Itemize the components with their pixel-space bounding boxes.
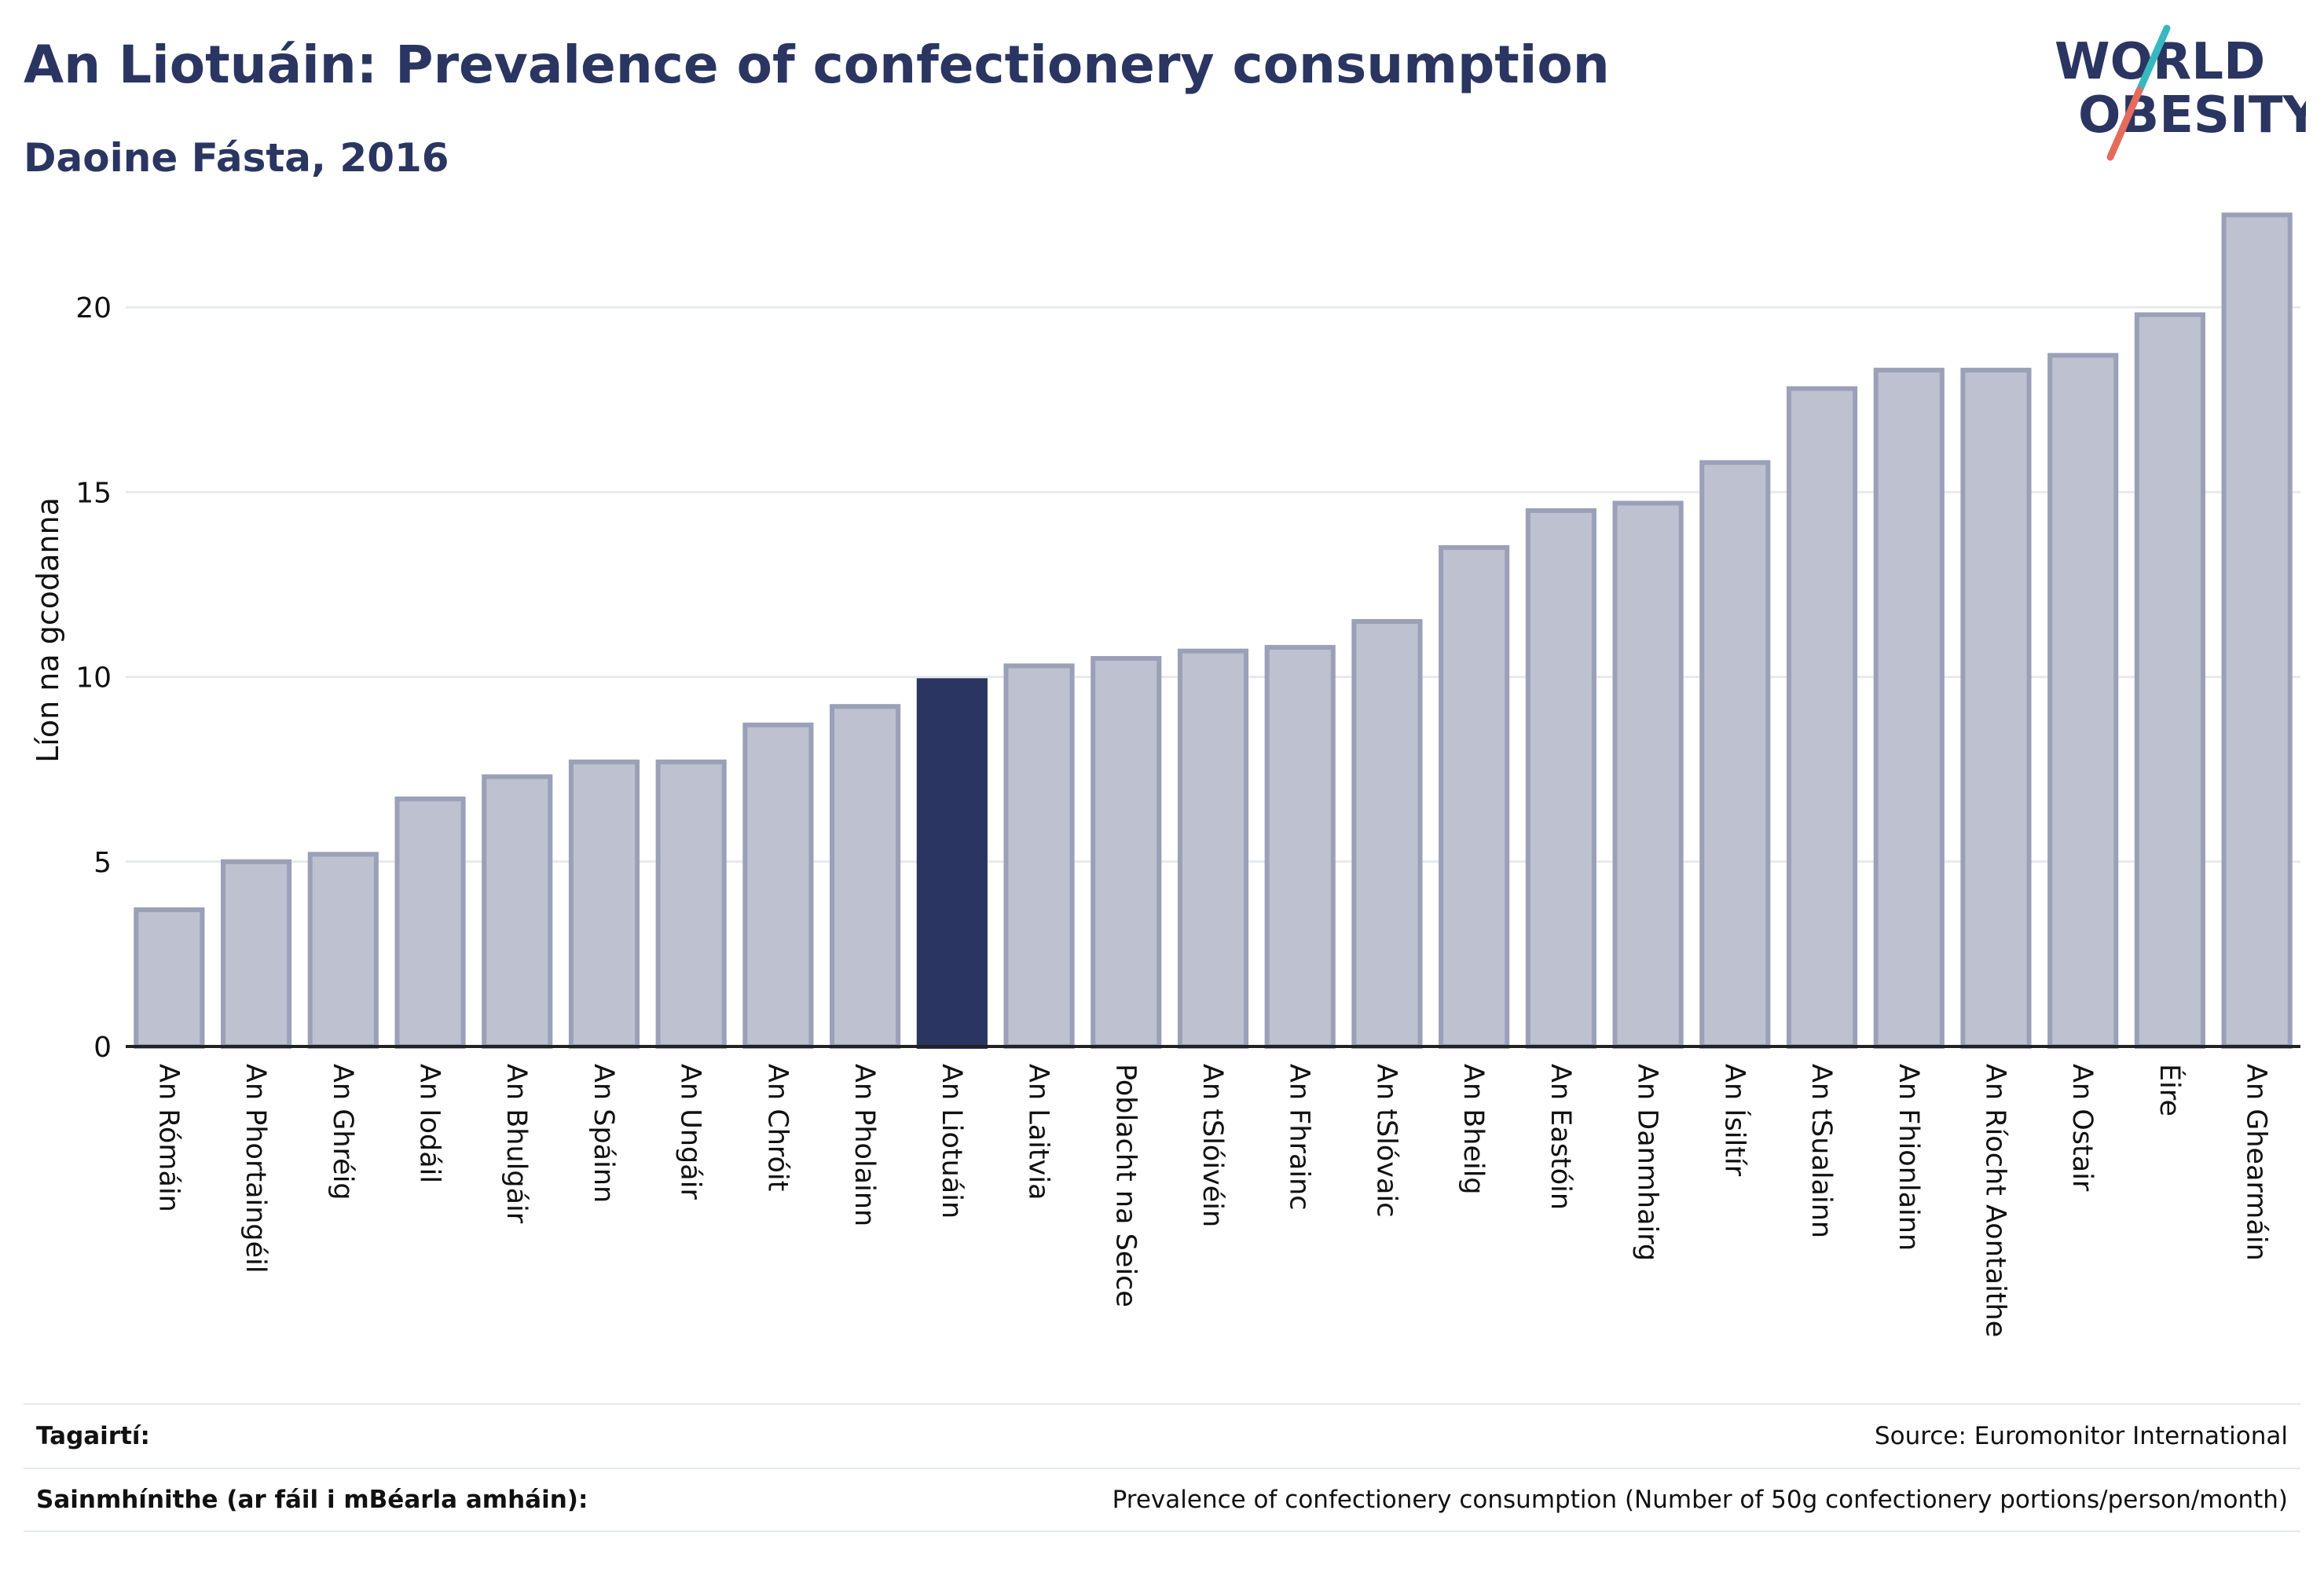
x-tick-label: An Ungáir bbox=[675, 1064, 706, 1200]
chart-subtitle: Daoine Fásta, 2016 bbox=[24, 135, 449, 181]
bar bbox=[1091, 656, 1162, 1049]
bar bbox=[1612, 500, 1684, 1049]
logo-line-obesity: OBESITY bbox=[2078, 86, 2306, 145]
x-tick-label: An Ísiltír bbox=[1718, 1064, 1751, 1177]
x-tick-label: An tSlóvaic bbox=[1370, 1064, 1402, 1217]
definitions-row: Sainmhínithe (ar fáil i mBéarla amháin):… bbox=[24, 1468, 2300, 1532]
x-tick-label: An Phortaingéil bbox=[240, 1064, 271, 1274]
bar bbox=[655, 759, 727, 1049]
y-tick-label: 10 bbox=[75, 662, 112, 695]
x-tick-label: An Iodáil bbox=[414, 1064, 445, 1183]
references-label: Tagairtí: bbox=[36, 1422, 150, 1450]
logo-slash-bottom bbox=[2106, 86, 2143, 161]
x-tick-label: An Eastóin bbox=[1545, 1064, 1576, 1210]
x-tick-label: An tSualainn bbox=[1805, 1064, 1837, 1238]
x-tick-label: An Chróit bbox=[761, 1064, 793, 1191]
bar-highlighted bbox=[916, 678, 988, 1050]
y-axis-title: Líon na gcodanna bbox=[31, 497, 65, 763]
x-tick-label: An Fhrainc bbox=[1284, 1064, 1315, 1211]
bar bbox=[1439, 544, 1510, 1049]
x-tick-label: An tSlóivéin bbox=[1197, 1064, 1228, 1227]
bar-chart: 0 5 10 15 20 An Rómáin An Phortaingéil An Ghré… bbox=[31, 212, 2300, 1337]
x-tick-label: An Spáinn bbox=[588, 1064, 619, 1203]
x-tick-label: An Pholainn bbox=[849, 1064, 880, 1226]
x-tick-label: An Ghréig bbox=[327, 1064, 358, 1200]
y-tick-label: 20 bbox=[75, 292, 112, 324]
bar bbox=[394, 796, 466, 1050]
bar bbox=[742, 722, 814, 1049]
bar bbox=[1786, 386, 1858, 1049]
references-row: Tagairtí: Source: Euromonitor Internatio… bbox=[24, 1403, 2300, 1468]
bar bbox=[568, 759, 640, 1049]
bar bbox=[1264, 644, 1336, 1049]
bar bbox=[482, 774, 553, 1049]
x-tick-label: An Ostair bbox=[2066, 1064, 2098, 1192]
x-tick-label: An Bhulgáir bbox=[500, 1064, 532, 1224]
bar bbox=[221, 859, 292, 1049]
bar bbox=[1525, 508, 1596, 1049]
bar bbox=[1003, 663, 1075, 1049]
definitions-label: Sainmhínithe (ar fáil i mBéarla amháin): bbox=[36, 1486, 588, 1514]
bar bbox=[134, 907, 205, 1049]
bar bbox=[830, 704, 901, 1049]
bar bbox=[1699, 460, 1771, 1049]
x-tick-label: An Laitvia bbox=[1023, 1064, 1054, 1200]
bar bbox=[1351, 619, 1423, 1049]
x-tick-label: An Danmhairg bbox=[1632, 1064, 1663, 1261]
y-tick-label: 15 bbox=[75, 477, 112, 509]
bar bbox=[2047, 353, 2119, 1050]
bar bbox=[2221, 212, 2293, 1049]
x-tick-label: Poblacht na Seice bbox=[1109, 1064, 1141, 1307]
x-tick-label: An Liotuáin bbox=[936, 1064, 967, 1219]
bar bbox=[2134, 312, 2205, 1049]
references-value: Source: Euromonitor International bbox=[1874, 1422, 2288, 1450]
bar bbox=[1873, 368, 1945, 1049]
x-tick-label: Éire bbox=[2154, 1064, 2187, 1116]
y-tick-label: 0 bbox=[93, 1032, 112, 1064]
definitions-value: Prevalence of confectionery consumption … bbox=[1112, 1486, 2288, 1514]
chart-title: An Liotuáin: Prevalence of confectionery… bbox=[24, 35, 1610, 95]
logo-slash-top bbox=[2135, 24, 2171, 94]
bar bbox=[1177, 648, 1249, 1049]
y-tick-labels: 0 5 10 15 20 bbox=[75, 292, 112, 1064]
bar bbox=[1960, 368, 2032, 1049]
x-tick-labels: An Rómáin An Phortaingéil An Ghréig An Iodá… bbox=[152, 1064, 2271, 1337]
x-tick-label: An Rómáin bbox=[152, 1064, 184, 1212]
x-tick-label: An Bheilg bbox=[1457, 1064, 1489, 1195]
x-tick-label: An Ríocht Aontaithe bbox=[1979, 1064, 2011, 1337]
x-tick-label: An Ghearmáin bbox=[2241, 1064, 2272, 1261]
x-tick-label: An Fhionlainn bbox=[1893, 1064, 1924, 1251]
bar bbox=[307, 852, 379, 1049]
world-obesity-logo: WORLD OBESITY bbox=[2055, 24, 2306, 161]
y-tick-label: 5 bbox=[93, 847, 112, 879]
bars bbox=[134, 212, 2293, 1050]
